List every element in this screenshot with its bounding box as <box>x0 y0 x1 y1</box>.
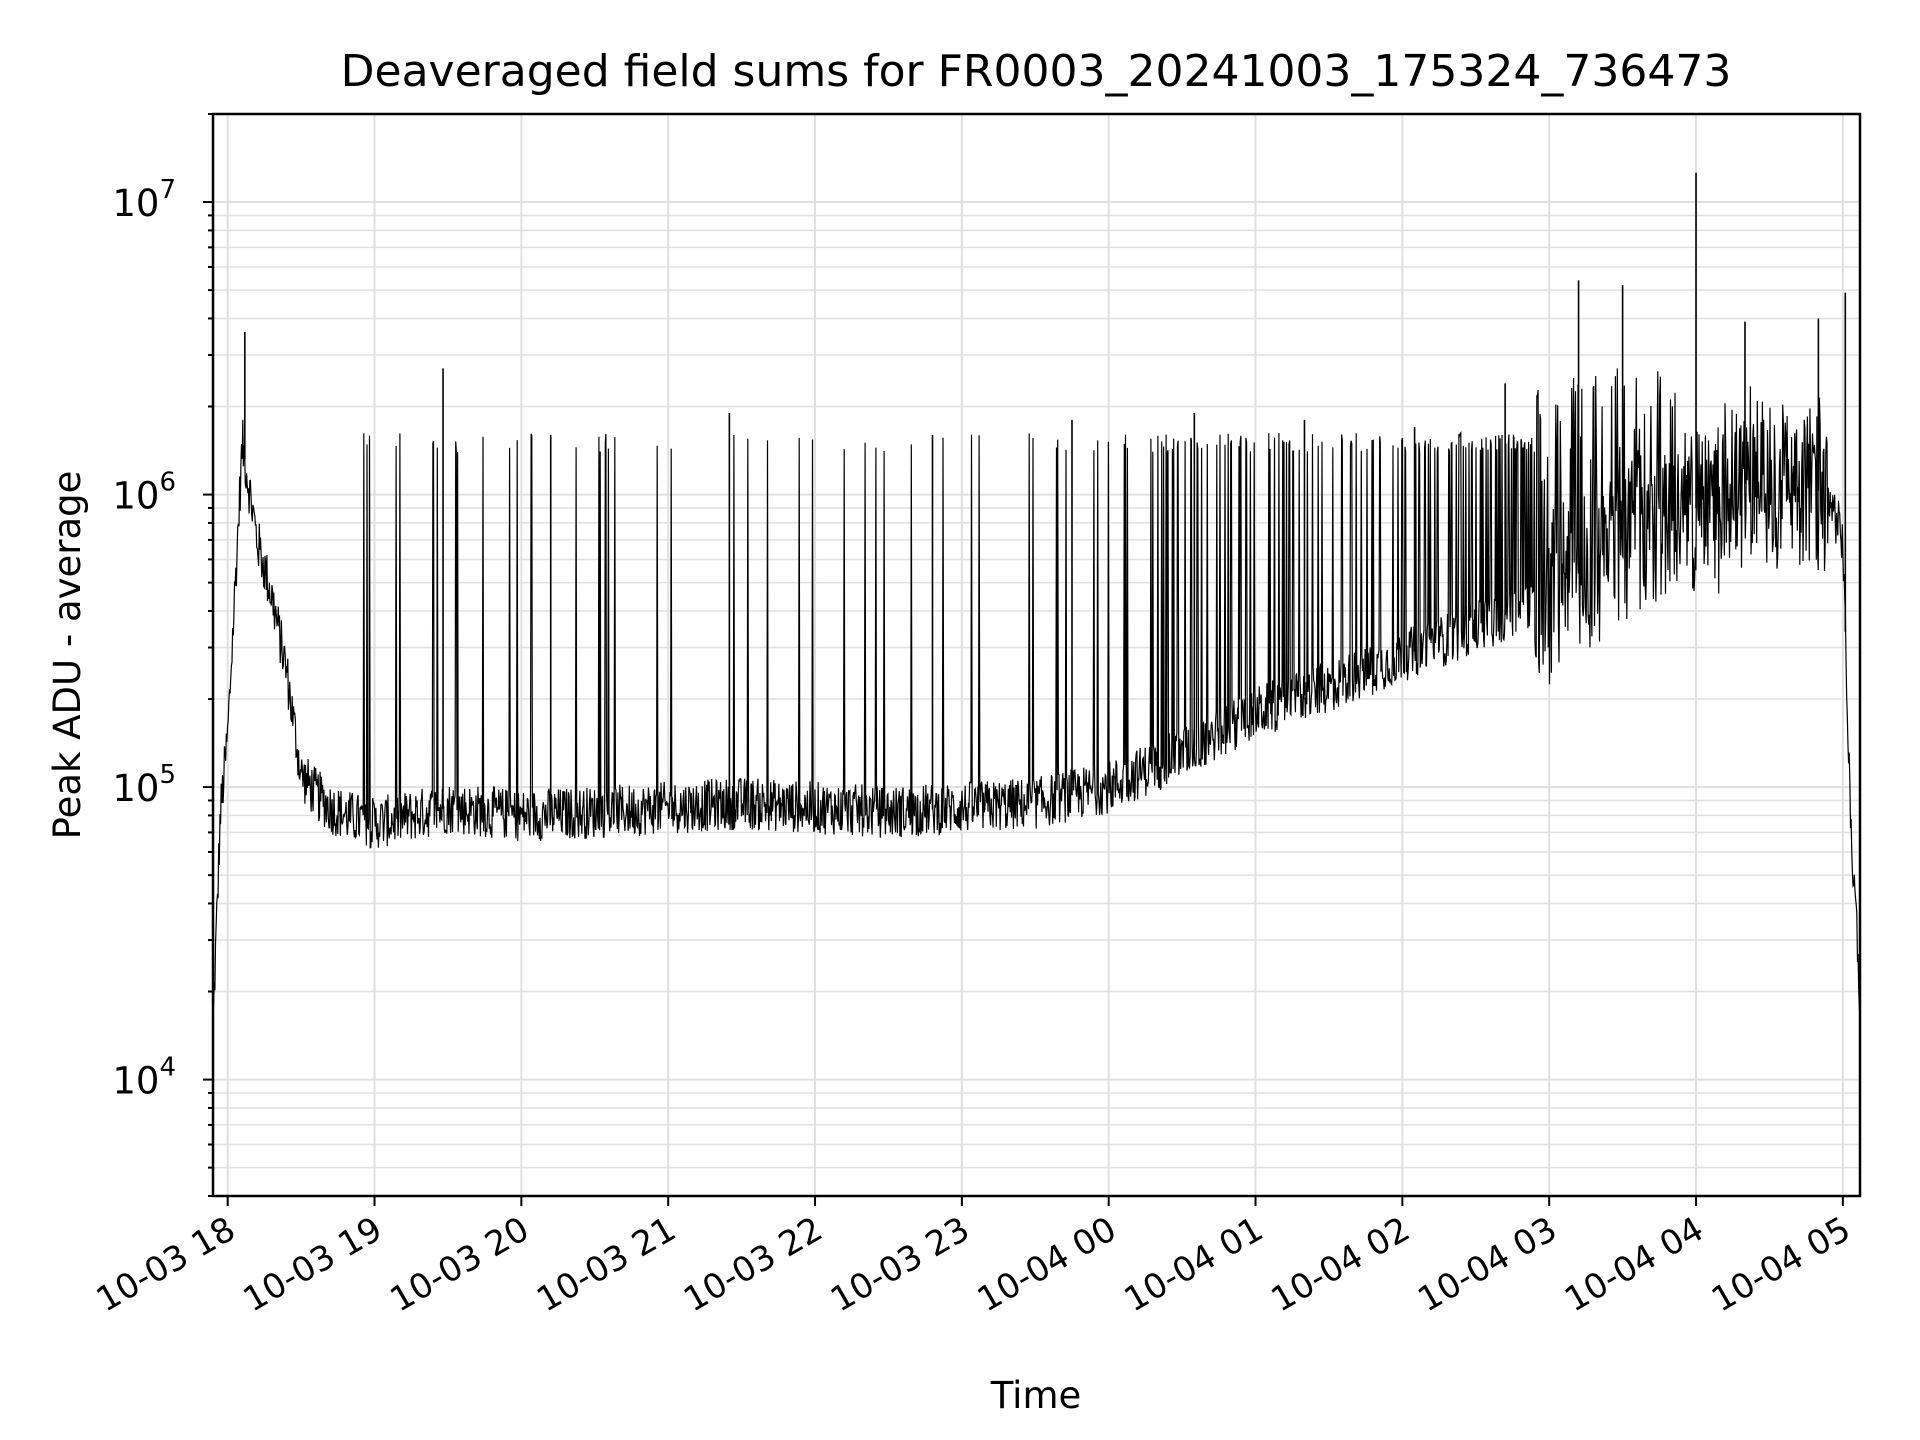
y-tick-label-exponent: 4 <box>159 1053 176 1083</box>
series-line <box>212 368 1861 1020</box>
y-tick-label-base: 10 <box>112 475 159 518</box>
y-tick-label: 105 <box>112 760 176 810</box>
series-layer <box>212 172 1861 1020</box>
y-tick-label-base: 10 <box>112 1060 159 1103</box>
y-tick-label-exponent: 6 <box>159 468 176 498</box>
y-tick-label-exponent: 5 <box>159 760 176 790</box>
y-tick-label: 107 <box>112 175 176 225</box>
plot-frame <box>211 112 1862 1198</box>
y-tick-label-exponent: 7 <box>159 175 176 205</box>
chart-title: Deaveraged field sums for FR0003_2024100… <box>341 46 1732 97</box>
y-tick-label: 104 <box>112 1053 176 1103</box>
y-tick-label: 106 <box>112 468 176 518</box>
y-tick-label-base: 10 <box>112 182 159 225</box>
x-axis-label: Time <box>990 1374 1082 1417</box>
y-axis-label: Peak ADU - average <box>46 471 89 840</box>
y-tick-label-base: 10 <box>112 767 159 810</box>
